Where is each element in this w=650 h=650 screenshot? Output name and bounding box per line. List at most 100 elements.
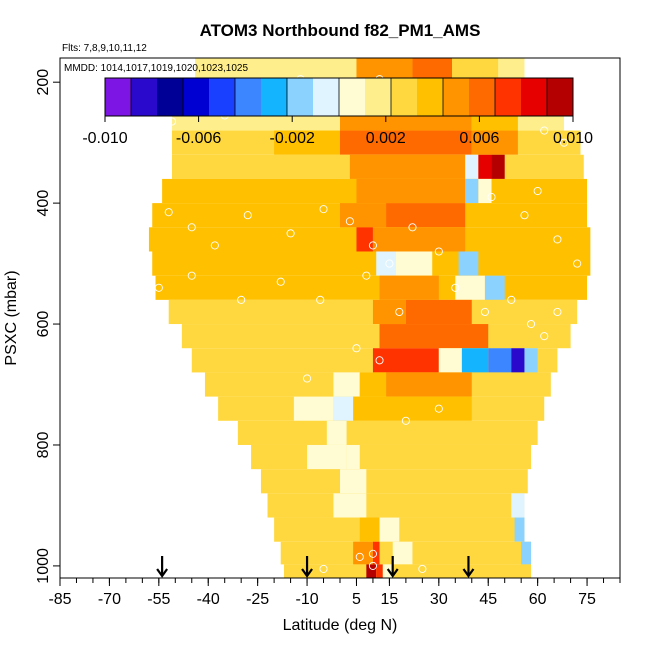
colorbar-tick-label: -0.006 <box>176 130 221 147</box>
colorbar-ticks: -0.010 -0.006 -0.002 0.002 0.006 0.010 <box>82 78 593 147</box>
y-tick-label: 200 <box>35 69 52 96</box>
latitude-arrow <box>386 556 399 578</box>
heatmap-cell <box>366 564 377 578</box>
heatmap-cell <box>359 517 380 542</box>
heatmap-cell <box>524 348 538 373</box>
heatmap-cell <box>349 154 466 179</box>
dates-note: MMDD: 1014,1017,1019,1020,1023,1025 <box>64 63 248 74</box>
sample-marker <box>385 259 394 268</box>
sample-marker <box>533 561 542 570</box>
y-tick-label: 600 <box>35 311 52 338</box>
heatmap-cell <box>372 348 439 373</box>
heatmap-cell <box>340 130 472 155</box>
heatmap-cell <box>488 348 512 373</box>
heatmap-cell <box>379 324 489 349</box>
sample-marker <box>451 283 460 292</box>
heatmap-cell <box>340 469 367 494</box>
heatmap-cell <box>438 348 462 373</box>
heatmap-cell <box>333 372 360 397</box>
x-tick-label: 30 <box>430 591 448 608</box>
sample-marker <box>316 295 325 304</box>
colorbar-cell <box>391 78 418 116</box>
sample-marker <box>533 186 542 196</box>
sample-marker <box>527 319 536 329</box>
x-axis-label: Latitude (deg N) <box>283 617 398 634</box>
heatmap-cell <box>359 372 387 397</box>
sample-marker <box>352 344 361 353</box>
colorbar-tick-label: 0.010 <box>553 130 593 147</box>
heatmap-cell <box>181 324 571 349</box>
heatmap-cell <box>333 493 367 518</box>
sample-marker <box>362 271 371 280</box>
heatmap-cell <box>461 348 489 373</box>
heatmap-cell <box>478 154 492 179</box>
colorbar-cells <box>105 78 574 116</box>
sample-marker <box>131 259 140 268</box>
arrow-markers <box>156 556 475 578</box>
x-tick-label: 15 <box>381 591 399 608</box>
heatmap-cell <box>392 541 413 565</box>
sample-marker <box>395 307 404 317</box>
sample-marker <box>408 223 417 232</box>
x-tick-label: 5 <box>352 591 361 608</box>
latitude-arrow <box>156 556 169 578</box>
colorbar-tick-label: 0.006 <box>459 130 499 147</box>
sample-marker <box>573 259 582 268</box>
sample-marker <box>210 241 219 250</box>
colorbar-cell <box>261 78 288 116</box>
heatmap-cell <box>267 493 525 518</box>
sample-marker <box>487 193 496 202</box>
sample-marker <box>540 126 549 135</box>
sample-marker <box>319 564 328 573</box>
latitude-arrow <box>462 556 475 578</box>
x-tick-label: -40 <box>197 591 220 608</box>
colorbar-cell <box>417 78 444 116</box>
latitude-arrow-head <box>156 568 169 578</box>
sample-marker <box>507 295 516 304</box>
sample-marker <box>164 208 173 217</box>
heatmap-cell <box>465 154 479 179</box>
sample-marker <box>434 247 443 256</box>
colorbar-cell <box>495 78 522 116</box>
colorbar-tick-label: 0.002 <box>366 130 406 147</box>
colorbar-cell <box>131 78 158 116</box>
heatmap-cell <box>340 203 387 228</box>
sample-marker <box>434 404 443 413</box>
sample-marker <box>187 271 196 280</box>
heatmap-cell <box>260 469 528 494</box>
heatmap-cell <box>478 178 492 204</box>
x-tick-label: -10 <box>295 591 318 608</box>
sample-marker <box>118 199 127 208</box>
heatmap-cell <box>353 396 472 421</box>
heatmap-cell <box>155 275 588 300</box>
heatmap-cell <box>307 444 347 470</box>
x-tick-label: -70 <box>98 591 121 608</box>
heatmap-cell <box>356 227 373 252</box>
sample-marker <box>243 211 252 220</box>
sample-marker <box>286 229 295 238</box>
heatmap-cell <box>251 444 532 470</box>
sample-marker <box>520 211 529 220</box>
latitude-arrow-head <box>386 568 399 578</box>
flights-note: Flts: 7,8,9,10,11,12 <box>62 43 147 54</box>
sample-marker <box>401 416 410 425</box>
y-tick-label: 1000 <box>35 548 52 584</box>
colorbar-cell <box>235 78 262 116</box>
heatmap-cell <box>511 348 525 373</box>
heatmap-cell <box>386 372 472 397</box>
heatmap-cell <box>353 541 373 565</box>
colorbar-tick-label: -0.010 <box>82 130 127 147</box>
sample-marker <box>276 277 285 286</box>
x-tick-label: -25 <box>246 591 269 608</box>
colorbar-cell <box>313 78 340 116</box>
heatmap-cell <box>372 299 406 325</box>
sample-marker <box>319 205 328 214</box>
colorbar-cell <box>443 78 470 116</box>
heatmap-cell <box>333 396 354 421</box>
sample-marker <box>355 552 364 561</box>
sample-marker <box>368 561 377 570</box>
heatmap-cell <box>274 130 340 155</box>
sample-marker <box>368 549 377 558</box>
heatmap-cell <box>326 420 347 445</box>
